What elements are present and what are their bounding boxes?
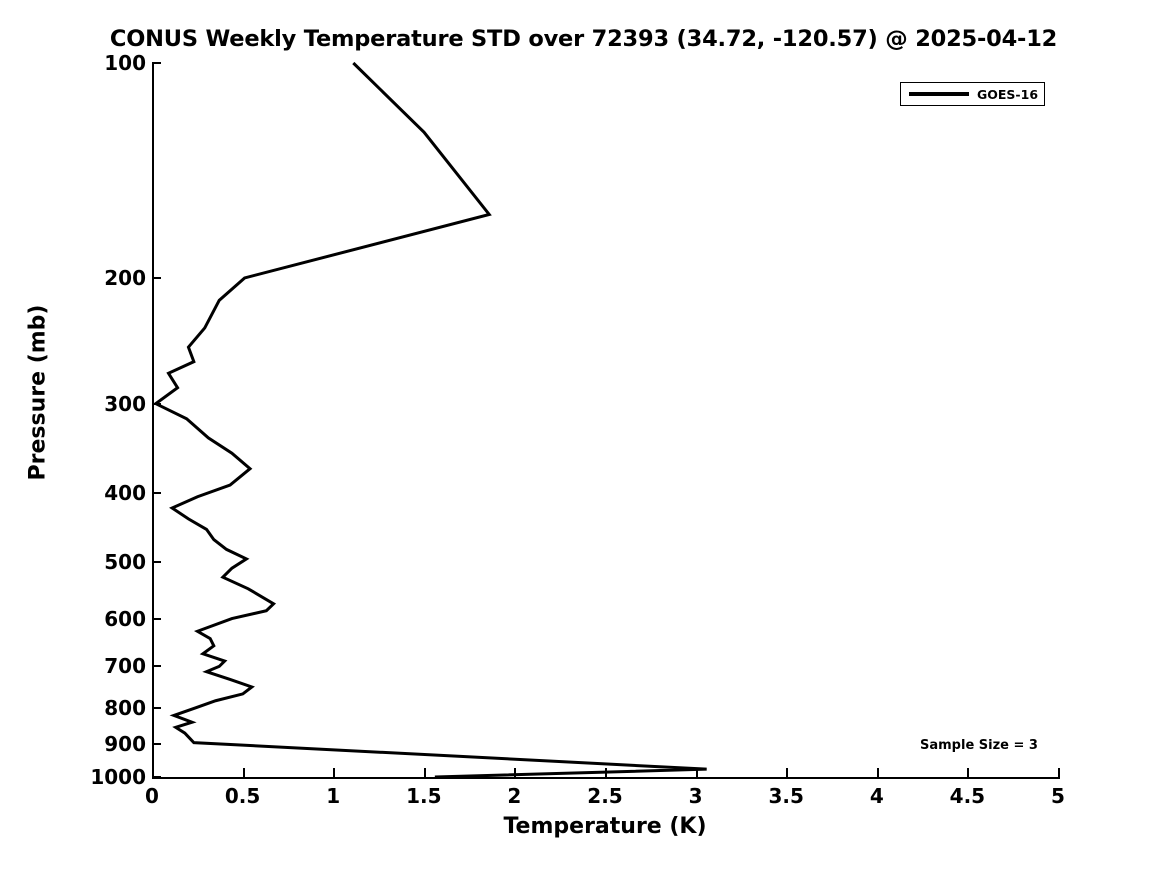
x-tick-mark-3.5 <box>786 768 789 777</box>
y-tick-mark-700 <box>152 665 161 668</box>
y-tick-label-1000: 1000 <box>90 765 146 789</box>
y-axis-label: Pressure (mb) <box>25 304 51 481</box>
y-tick-label-700: 700 <box>104 654 146 679</box>
x-tick-label-1.5: 1.5 <box>406 784 442 808</box>
x-tick-mark-1.5 <box>423 768 426 777</box>
y-tick-label-200: 200 <box>104 265 146 290</box>
x-tick-label-3: 3 <box>688 784 703 808</box>
x-tick-label-0.5: 0.5 <box>224 784 261 808</box>
y-tick-label-600: 600 <box>104 606 146 631</box>
y-tick-mark-800 <box>152 706 161 709</box>
x-tick-label-2.5: 2.5 <box>587 784 623 808</box>
page-title: CONUS Weekly Temperature STD over 72393 … <box>109 26 1058 52</box>
y-tick-label-900: 900 <box>104 732 146 757</box>
y-tick-mark-400 <box>152 491 161 494</box>
x-tick-mark-0.5 <box>242 768 245 777</box>
y-tick-label-100: 100 <box>104 51 146 75</box>
x-tick-mark-4 <box>876 768 879 777</box>
x-tick-label-4: 4 <box>869 784 884 808</box>
legend-swatch-goes-16 <box>909 92 969 96</box>
x-tick-label-5: 5 <box>1051 784 1065 808</box>
y-tick-label-500: 500 <box>104 550 146 575</box>
y-tick-label-800: 800 <box>104 695 146 720</box>
x-tick-label-2: 2 <box>507 784 522 808</box>
x-tick-mark-4.5 <box>967 768 970 777</box>
y-tick-label-300: 300 <box>104 391 146 416</box>
line-series-goes-16 <box>152 61 707 779</box>
x-axis-label: Temperature (K) <box>503 814 707 839</box>
y-tick-mark-500 <box>152 561 161 564</box>
y-axis-tick-labels: 100 200 300 400 500 600 700 800 900 1000 <box>0 51 146 789</box>
x-tick-mark-2 <box>514 768 517 777</box>
y-tick-mark-200 <box>152 276 161 279</box>
x-tick-mark-1 <box>333 768 336 777</box>
y-tick-mark-100 <box>152 62 161 64</box>
data-line-layer <box>152 61 707 779</box>
y-tick-label-400: 400 <box>104 480 146 505</box>
x-tick-label-0: 0 <box>145 784 159 808</box>
y-tick-mark-900 <box>152 743 161 746</box>
x-tick-label-1: 1 <box>326 784 341 808</box>
sample-size-annotation: Sample Size = 3 <box>920 738 1038 753</box>
y-tick-mark-600 <box>152 617 161 620</box>
x-tick-mark-3 <box>695 768 698 777</box>
plot-axes-area <box>152 61 1060 779</box>
x-tick-mark-5 <box>1058 768 1060 777</box>
x-tick-label-4.5: 4.5 <box>949 784 986 808</box>
legend-label-goes-16: GOES-16 <box>977 86 1039 102</box>
legend[interactable]: GOES-16 <box>900 82 1045 106</box>
x-tick-label-3.5: 3.5 <box>768 784 804 808</box>
